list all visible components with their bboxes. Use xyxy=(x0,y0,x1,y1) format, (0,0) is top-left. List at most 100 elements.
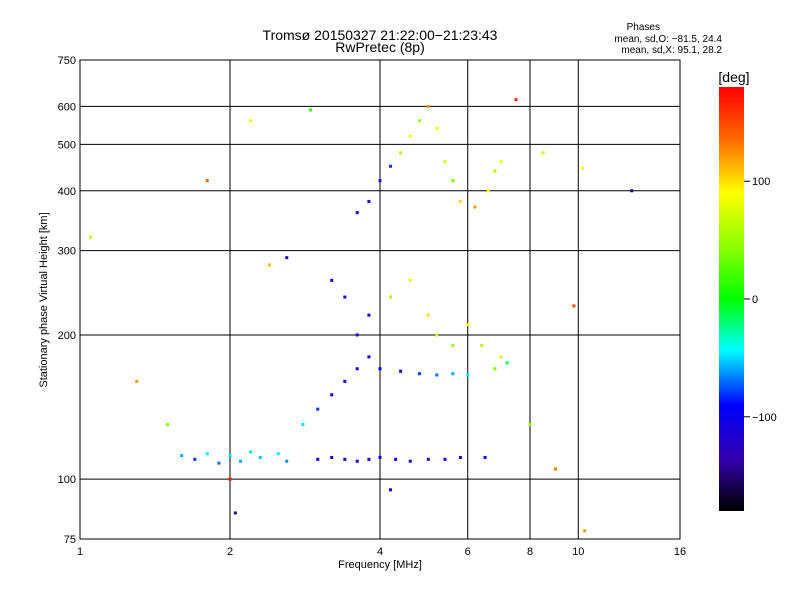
data-point xyxy=(367,355,371,359)
data-point xyxy=(378,367,382,371)
colorbar-tick-label: 0 xyxy=(752,294,758,306)
data-point xyxy=(451,344,455,348)
data-point xyxy=(330,393,334,397)
y-tick-label: 100 xyxy=(58,474,76,486)
data-point xyxy=(205,179,209,183)
data-point xyxy=(483,455,487,459)
data-point xyxy=(228,477,232,481)
data-point xyxy=(308,108,312,112)
data-point xyxy=(514,98,518,102)
chart-title: Tromsø 20150327 21:22:00−21:23:43 xyxy=(263,27,498,43)
data-point xyxy=(408,134,412,138)
chart-subtitle: RwPretec (8p) xyxy=(335,39,424,55)
data-point xyxy=(285,256,289,260)
phases-mean-o: mean, sd,O: −81.5, 24.4 xyxy=(614,34,722,45)
data-point xyxy=(451,372,455,376)
data-point xyxy=(330,455,334,459)
data-point xyxy=(166,423,170,427)
data-point xyxy=(499,160,503,164)
data-point xyxy=(355,211,359,215)
data-point xyxy=(486,189,490,193)
data-point xyxy=(89,235,93,239)
y-tick-label: 500 xyxy=(58,139,76,151)
data-point xyxy=(466,323,470,327)
data-point xyxy=(330,278,334,282)
x-tick-label: 1 xyxy=(77,546,83,558)
data-point xyxy=(408,459,412,463)
phases-mean-x: mean, sd,X: 95.1, 28.2 xyxy=(621,45,722,56)
data-point xyxy=(249,119,253,123)
data-point xyxy=(426,104,430,108)
x-grid xyxy=(229,60,579,539)
data-point xyxy=(399,369,403,373)
data-point xyxy=(367,313,371,317)
data-point xyxy=(443,160,447,164)
data-point xyxy=(443,457,447,461)
colorbar-label: [deg] xyxy=(718,69,749,85)
data-point xyxy=(553,467,557,471)
data-point xyxy=(630,189,634,193)
data-point xyxy=(258,455,262,459)
data-point xyxy=(249,450,253,454)
data-point xyxy=(493,367,497,371)
x-tick-label: 16 xyxy=(674,546,686,558)
data-point xyxy=(473,205,477,209)
data-point xyxy=(239,459,243,463)
data-point xyxy=(458,455,462,459)
data-point xyxy=(493,169,497,173)
data-point xyxy=(316,457,320,461)
data-point xyxy=(499,355,503,359)
data-point xyxy=(426,313,430,317)
data-point xyxy=(135,379,139,383)
data-point xyxy=(435,126,439,130)
colorbar xyxy=(719,87,744,511)
x-tick-label: 6 xyxy=(465,546,471,558)
y-tick-label: 600 xyxy=(58,101,76,113)
data-point xyxy=(355,333,359,337)
scatter-points xyxy=(89,98,634,533)
data-point xyxy=(408,278,412,282)
data-point xyxy=(285,459,289,463)
data-point xyxy=(528,423,532,427)
data-point xyxy=(205,452,209,456)
data-point xyxy=(267,263,271,267)
data-point xyxy=(316,407,320,411)
data-point xyxy=(458,199,462,203)
data-point xyxy=(581,167,585,171)
x-tick-label: 4 xyxy=(377,546,383,558)
data-point xyxy=(355,459,359,463)
data-point xyxy=(435,373,439,377)
data-point xyxy=(389,295,393,299)
data-point xyxy=(480,344,484,348)
data-point xyxy=(343,379,347,383)
x-axis-label: Frequency [MHz] xyxy=(338,559,422,571)
y-ticks: 75 100 200 300 400 500 600 750 xyxy=(58,55,76,546)
data-point xyxy=(378,179,382,183)
data-point xyxy=(399,151,403,155)
colorbar-ticks: 100 0 −100 xyxy=(744,176,777,424)
data-point xyxy=(301,423,305,427)
data-point xyxy=(367,457,371,461)
data-point xyxy=(233,511,237,515)
data-point xyxy=(180,454,184,458)
data-point xyxy=(193,457,197,461)
y-axis-label: Stationary phase Virtual Height [km] xyxy=(38,212,50,387)
data-point xyxy=(466,373,470,377)
data-point xyxy=(217,461,221,465)
data-point xyxy=(426,457,430,461)
x-tick-label: 10 xyxy=(572,546,584,558)
y-tick-label: 200 xyxy=(58,330,76,342)
data-point xyxy=(394,457,398,461)
data-point xyxy=(541,151,545,155)
data-point xyxy=(583,529,587,533)
y-tick-label: 400 xyxy=(58,186,76,198)
data-point xyxy=(435,333,439,337)
data-point xyxy=(572,304,576,308)
colorbar-tick-label: −100 xyxy=(752,412,777,424)
data-point xyxy=(343,295,347,299)
data-point xyxy=(389,164,393,168)
data-point xyxy=(505,361,509,365)
data-point xyxy=(343,457,347,461)
y-tick-label: 75 xyxy=(64,534,76,546)
data-point xyxy=(378,455,382,459)
